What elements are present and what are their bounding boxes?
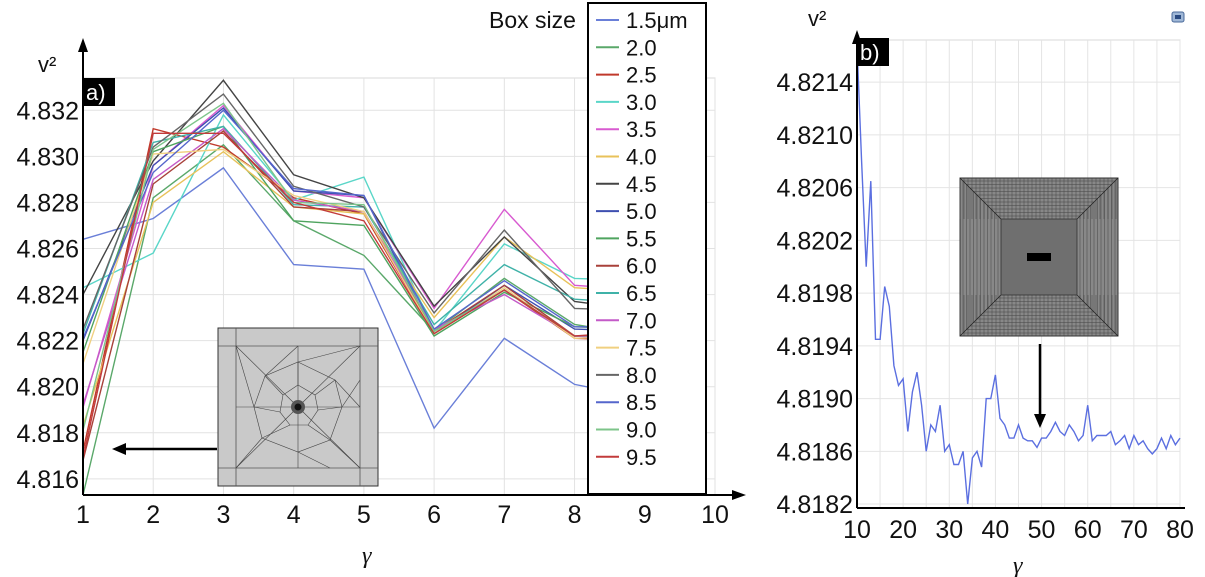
series-line — [82, 150, 645, 427]
series-line — [82, 93, 645, 330]
y-tick-label: 4.8194 — [777, 333, 854, 361]
y-tick-label: 4.822 — [16, 328, 79, 356]
y-tick-label: 4.8190 — [777, 386, 853, 414]
y-tick-label: 4.8198 — [777, 280, 853, 308]
series-line — [82, 166, 645, 430]
panel-a-mesh-inset — [217, 327, 379, 487]
legend-item: 4.0 — [626, 145, 657, 170]
legend-item: 2.0 — [626, 35, 657, 60]
legend-item: 4.5 — [626, 172, 657, 197]
legend-box — [587, 2, 707, 495]
x-tick-label: 20 — [889, 516, 917, 544]
x-tick-label: 40 — [982, 516, 1010, 544]
panel-b-y-label: v² — [808, 6, 826, 31]
series-line — [856, 45, 1181, 505]
series-line — [82, 132, 645, 459]
y-tick-label: 4.820 — [16, 374, 79, 402]
panel-b-series — [856, 45, 1181, 505]
y-tick-label: 4.818 — [16, 420, 79, 448]
x-tick-label: 10 — [843, 516, 871, 544]
panel-a-label: a) — [86, 80, 106, 105]
series-line — [82, 113, 645, 333]
y-tick-label: 4.8214 — [777, 69, 854, 97]
y-tick-label: 4.8202 — [777, 227, 853, 255]
legend-item: 8.0 — [626, 363, 657, 388]
x-tick-label: 10 — [701, 501, 729, 529]
x-tick-label: 60 — [1074, 516, 1102, 544]
x-tick-label: 1 — [76, 501, 90, 529]
x-tick-label: 30 — [935, 516, 963, 544]
panel-b-label-box — [857, 38, 889, 66]
panel-a-y-axis-arrow — [78, 38, 88, 52]
panel-a-x-label: γ — [362, 543, 372, 569]
y-tick-label: 4.8186 — [777, 438, 853, 466]
series-line — [82, 109, 645, 339]
legend-item: 2.5 — [626, 63, 657, 88]
legend-item: 7.5 — [626, 336, 657, 361]
x-tick-label: 70 — [1120, 516, 1148, 544]
legend-item: 7.0 — [626, 308, 657, 333]
window-icon — [1171, 11, 1185, 23]
panel-b-inset-arrow-head — [1034, 414, 1046, 428]
y-tick-label: 4.8206 — [777, 175, 853, 203]
panel-b-label: b) — [860, 40, 880, 65]
panel-a-chart: 4.816 4.818 4.820 4.822 4.824 4.826 4.828 4.830… — [16, 2, 746, 569]
x-tick-label: 4 — [287, 501, 301, 529]
legend-title: Box size — [489, 7, 576, 33]
legend-item: 9.0 — [626, 418, 657, 443]
y-tick-label: 4.828 — [16, 189, 79, 217]
series-line — [82, 143, 645, 496]
panel-b-y-ticks: 4.8182 4.8186 4.8190 4.8194 4.8198 4.8202 4.82… — [777, 69, 854, 519]
y-tick-label: 4.8182 — [777, 491, 853, 519]
panel-b-x-label: γ — [1013, 553, 1023, 577]
legend-item: 3.0 — [626, 90, 657, 115]
y-tick-label: 4.824 — [16, 282, 79, 310]
panel-b-chart: 4.8182 4.8186 4.8190 4.8194 4.8198 4.8202 4.82… — [777, 6, 1194, 577]
y-tick-label: 4.826 — [16, 235, 79, 263]
x-tick-label: 7 — [497, 501, 511, 529]
x-tick-label: 5 — [357, 501, 371, 529]
y-tick-label: 4.816 — [16, 466, 79, 494]
panel-b-x-ticks: 10 20 30 40 50 60 70 80 — [843, 516, 1194, 544]
panel-a-label-box — [83, 78, 115, 106]
x-tick-label: 80 — [1166, 516, 1194, 544]
x-tick-label: 6 — [427, 501, 441, 529]
series-line — [82, 125, 645, 353]
panel-a-inset-arrow-head — [112, 443, 126, 455]
legend-item: 6.5 — [626, 281, 657, 306]
panel-b-mesh-inset — [959, 177, 1119, 337]
panel-a-y-ticks: 4.816 4.818 4.820 4.822 4.824 4.826 4.828 4.830… — [16, 97, 79, 494]
y-tick-label: 4.830 — [16, 143, 79, 171]
panel-a-y-label: v² — [38, 52, 56, 77]
legend-item: 3.5 — [626, 117, 657, 142]
panel-a-series — [82, 79, 645, 496]
legend-item: 9.5 — [626, 445, 657, 470]
legend-item: 1.5μm — [626, 8, 688, 33]
x-tick-label: 9 — [638, 501, 652, 529]
legend-item: 6.0 — [626, 254, 657, 279]
legend-item: 5.5 — [626, 226, 657, 251]
legend-item: 8.5 — [626, 390, 657, 415]
legend-item: 5.0 — [626, 199, 657, 224]
y-tick-label: 4.8210 — [777, 122, 853, 150]
x-tick-label: 8 — [568, 501, 582, 529]
y-tick-label: 4.832 — [16, 97, 79, 125]
panel-a-x-axis-arrow — [732, 490, 746, 500]
panel-a-x-ticks: 1 2 3 4 5 6 7 8 9 10 — [76, 501, 729, 529]
x-tick-label: 2 — [146, 501, 160, 529]
x-tick-label: 50 — [1028, 516, 1056, 544]
x-tick-label: 3 — [216, 501, 230, 529]
